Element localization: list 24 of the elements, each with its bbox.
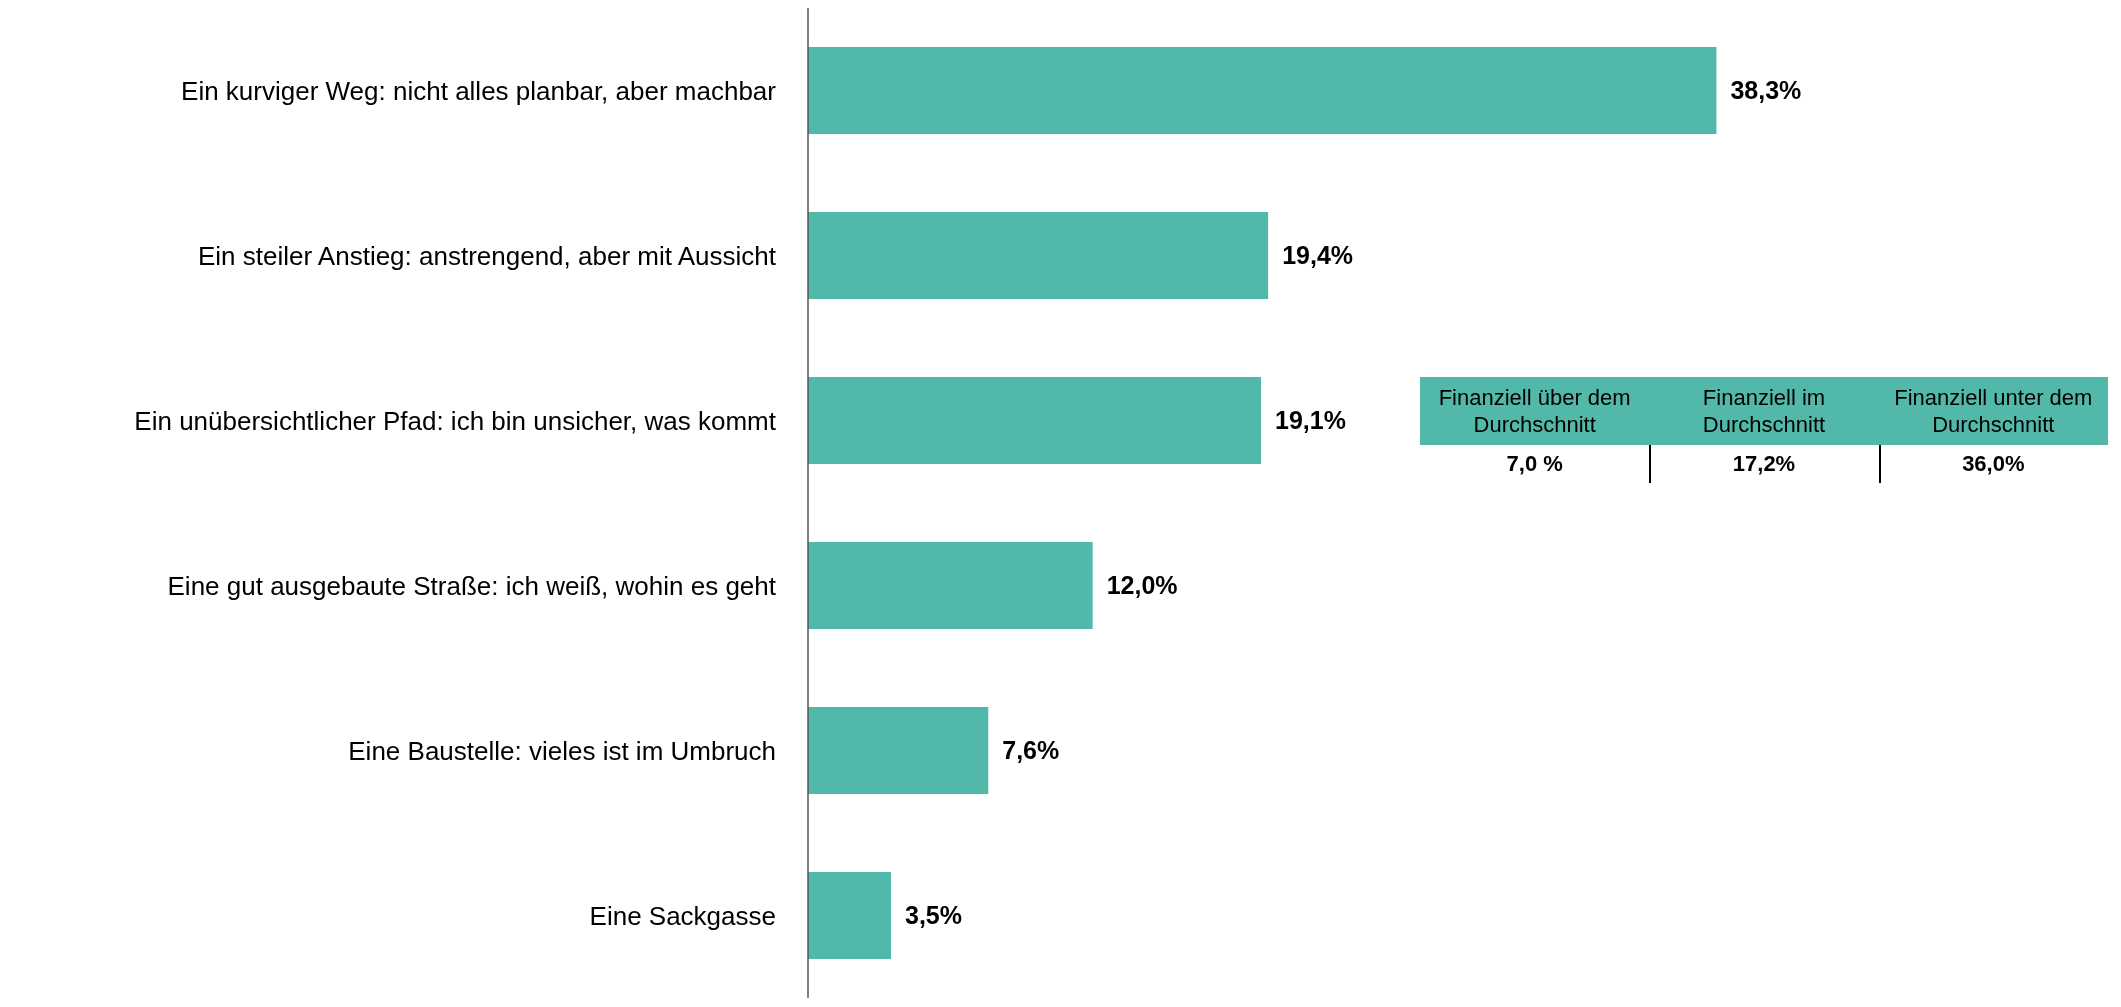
text: 17,2%	[1731, 450, 1797, 478]
bar	[808, 377, 1262, 464]
y-tick-label: Eine Sackgasse	[589, 900, 776, 931]
bar	[808, 212, 1269, 299]
y-tick-label: Ein steiler Anstieg: anstrengend, aber mit Aussicht	[197, 240, 777, 271]
y-tick-label: Eine gut ausgebaute Straße: ich weiß, wohin es geht	[167, 570, 777, 601]
text: 36,0%	[1961, 450, 2026, 478]
data-label: 19,1%	[1275, 406, 1346, 435]
bar	[808, 872, 892, 959]
bar	[808, 707, 989, 794]
y-tick-label: Ein unübersichtlicher Pfad: ich bin unsicher, was kommt	[134, 405, 777, 436]
table-header-cell: Finanziell im Durchschnitt	[1649, 377, 1879, 445]
table-header-cell: Finanziell unter dem Durchschnitt	[1878, 377, 2108, 445]
table-header-cell: Finanziell über dem Durchschnitt	[1420, 377, 1650, 445]
bar	[808, 542, 1093, 629]
data-label: 3,5%	[905, 901, 962, 930]
data-label: 38,3%	[1730, 76, 1802, 105]
bar	[808, 47, 1717, 134]
annotation: 7,0 %	[1505, 450, 1564, 478]
data-label: 12,0%	[1106, 571, 1178, 600]
data-label: 19,4%	[1282, 241, 1354, 270]
y-tick-label: Ein kurviger Weg: nicht alles planbar, aber machbar	[181, 75, 777, 106]
data-label: 7,6%	[1002, 736, 1060, 765]
y-tick-label: Eine Baustelle: vieles ist im Umbruch	[348, 735, 776, 766]
